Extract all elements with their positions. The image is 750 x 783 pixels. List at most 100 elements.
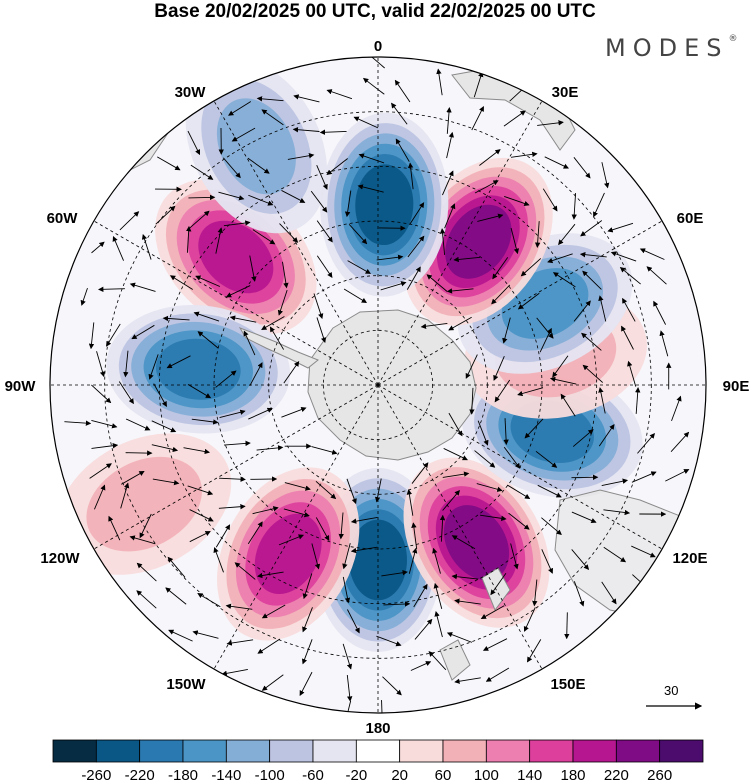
wind-arrow — [281, 190, 306, 203]
wind-arrow — [374, 478, 382, 503]
wind-arrow — [225, 285, 251, 298]
wind-arrow — [448, 316, 472, 331]
wind-arrow — [465, 354, 478, 379]
wind-arrow — [347, 609, 360, 634]
wind-arrow — [409, 202, 425, 225]
wind-arrow — [507, 484, 531, 500]
wind-arrow — [168, 629, 193, 642]
wind-arrow — [494, 379, 511, 403]
wind-arrow — [121, 470, 145, 485]
wind-arrow — [646, 266, 667, 285]
wind-arrow — [622, 297, 636, 322]
wind-arrow — [283, 508, 310, 518]
wind-arrow — [406, 266, 421, 290]
wind-arrow — [94, 484, 106, 510]
wind-arrow — [552, 272, 576, 288]
wind-arrow — [408, 547, 418, 574]
colorbar-swatch — [269, 739, 314, 763]
colorbar-swatch — [399, 739, 444, 763]
wind-arrow — [619, 267, 641, 285]
wind-arrow — [342, 576, 351, 604]
anomaly-field-layer — [57, 59, 647, 652]
colorbar-tick-label: 100 — [474, 767, 499, 783]
wind-arrow — [247, 521, 263, 545]
wind-arrow — [350, 546, 378, 554]
wind-arrow — [471, 105, 484, 131]
colorbar-tick-label: 180 — [560, 767, 585, 783]
wind-arrow — [197, 331, 219, 349]
longitude-label: 150W — [166, 676, 206, 693]
longitude-label: 30W — [175, 84, 207, 101]
wind-arrow — [123, 350, 129, 378]
wind-arrow — [315, 517, 330, 541]
wind-arrow — [343, 288, 368, 303]
wind-arrow — [190, 164, 214, 180]
colorbar-swatch — [139, 739, 184, 763]
anomaly-contour — [216, 98, 296, 195]
wind-arrow — [493, 355, 505, 381]
wind-arrow — [480, 605, 505, 620]
wind-arrow — [215, 370, 237, 388]
wind-arrow — [582, 270, 602, 290]
wind-arrow — [391, 102, 408, 125]
wind-arrow — [503, 446, 521, 469]
wind-arrow — [281, 407, 307, 418]
wind-arrow — [187, 130, 201, 156]
wind-arrow — [219, 476, 246, 482]
wind-arrow — [426, 274, 448, 292]
wind-arrow — [96, 351, 106, 378]
wind-arrow — [249, 362, 263, 387]
wind-arrow — [580, 220, 603, 237]
meridian-line — [377, 220, 663, 386]
wind-arrow — [319, 129, 347, 135]
wind-arrow — [535, 450, 558, 468]
wind-arrow — [192, 630, 219, 639]
longitude-label: 0 — [374, 38, 382, 55]
wind-arrow — [406, 489, 414, 516]
wind-arrow — [552, 355, 569, 378]
wind-arrow — [221, 668, 248, 676]
colorbar-swatch — [355, 739, 401, 763]
wind-arrow — [225, 603, 253, 610]
colorbar-swatch — [659, 739, 704, 763]
wind-arrow — [380, 281, 407, 291]
wind-arrow — [338, 512, 344, 540]
wind-arrow — [151, 444, 179, 453]
colorbar-swatch — [442, 739, 487, 763]
wind-arrow — [503, 418, 509, 446]
wind-arrow — [598, 295, 607, 322]
wind-arrow — [517, 387, 544, 397]
wind-arrow — [659, 330, 669, 357]
wind-arrow — [249, 255, 257, 282]
wind-arrow — [631, 471, 657, 483]
wind-arrow — [364, 57, 385, 69]
wind-arrow — [293, 94, 320, 103]
longitude-label: 60W — [47, 210, 79, 227]
wind-arrow — [342, 543, 351, 570]
wind-arrow — [579, 251, 607, 258]
wind-arrow — [432, 547, 441, 574]
wind-arrow — [153, 383, 167, 408]
wind-arrow — [381, 700, 383, 713]
colorbar-swatch — [182, 739, 227, 763]
wind-arrow — [257, 571, 284, 579]
wind-arrow — [541, 517, 562, 536]
wind-arrow — [279, 223, 299, 243]
meridian-line — [93, 220, 379, 386]
registered-mark: ® — [728, 34, 738, 44]
wind-arrow — [261, 109, 284, 126]
wind-arrow — [243, 330, 256, 356]
wind-arrow — [635, 387, 641, 414]
wind-arrow — [278, 534, 304, 546]
wind-arrow — [510, 543, 519, 570]
wind-arrow — [213, 547, 224, 573]
longitude-label: 90W — [5, 378, 37, 395]
wind-arrow — [413, 583, 428, 608]
anomaly-center-30e — [403, 457, 550, 628]
wind-arrow — [504, 196, 530, 207]
wind-arrow — [284, 482, 311, 491]
wind-arrow — [572, 429, 594, 447]
wind-arrow — [223, 220, 251, 227]
wind-arrow — [311, 543, 321, 570]
wind-arrow — [411, 462, 429, 484]
